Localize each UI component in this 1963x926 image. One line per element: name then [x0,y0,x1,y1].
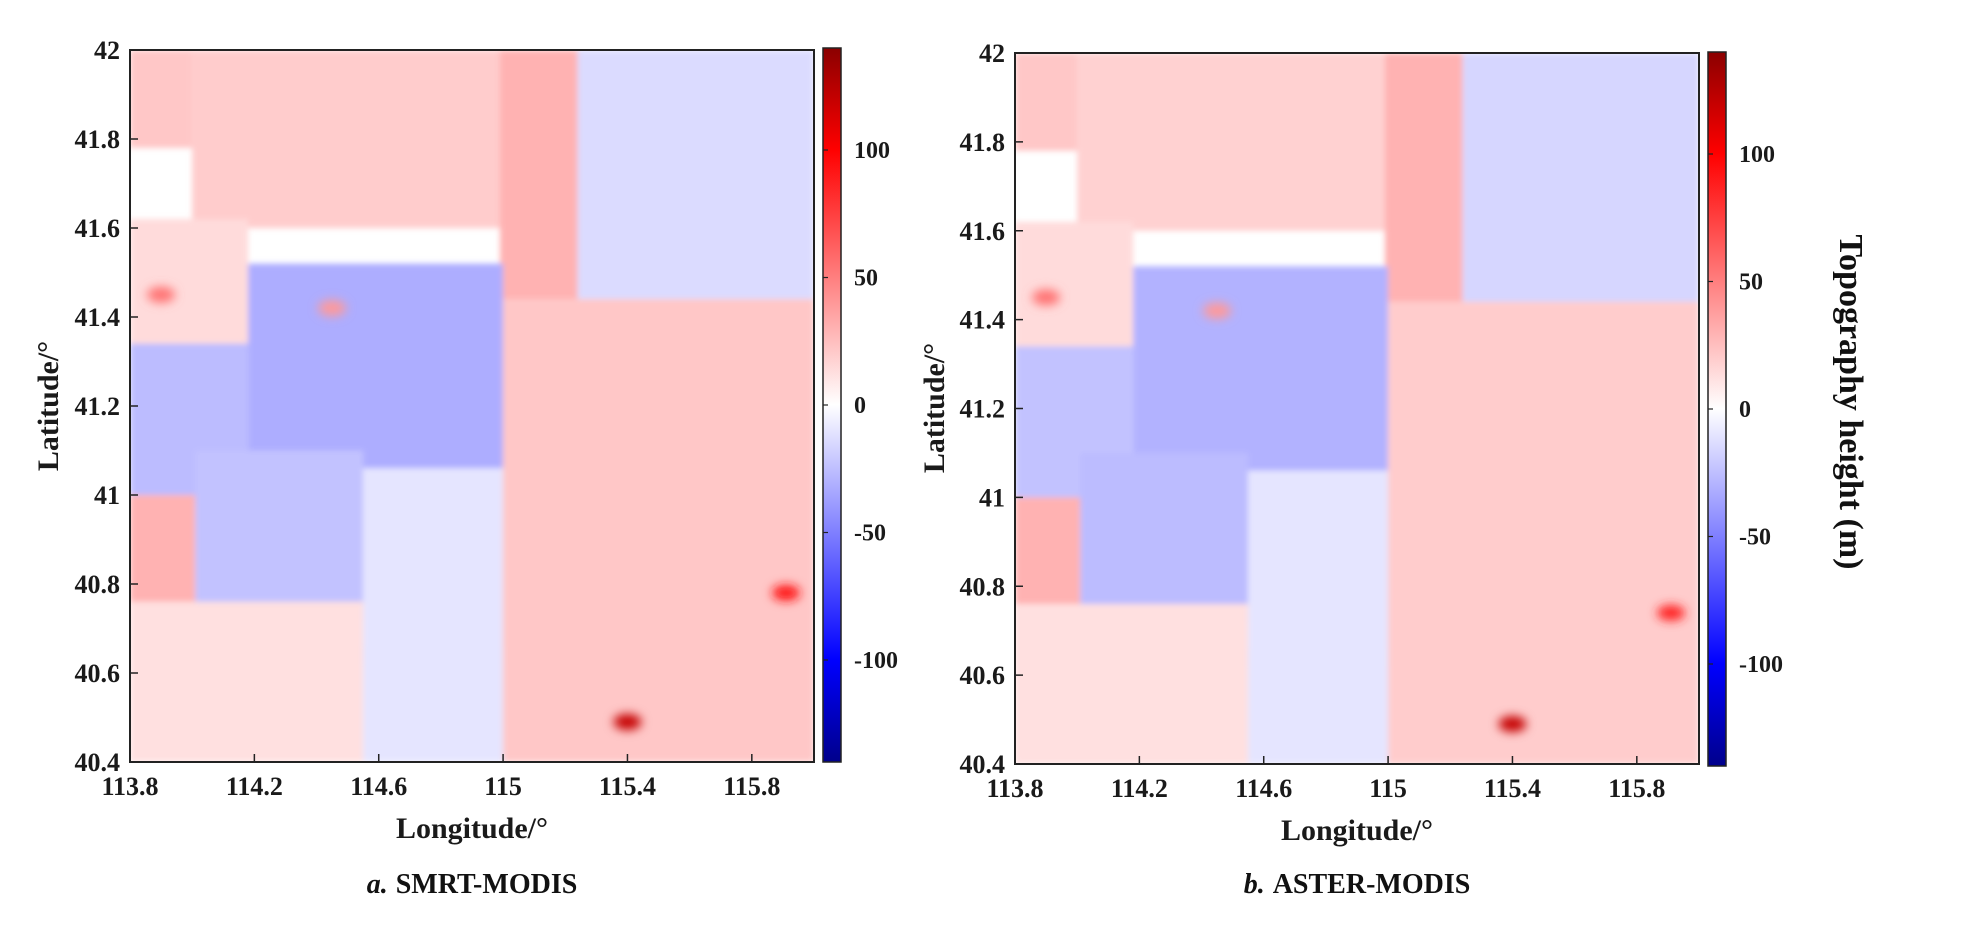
heatmap-region [130,495,195,602]
y-axis-label-b: Latitude/° [918,343,951,473]
heatmap-hotspot [147,287,175,303]
heatmap-region [130,50,192,148]
heatmap-hotspot [772,585,800,601]
colorbar-tick-label: 50 [1739,270,1763,296]
y-tick-label: 41.8 [75,125,121,154]
colorbar-tick-label: -100 [1739,652,1783,678]
heatmap-region [130,219,248,353]
heatmap-region [130,602,363,762]
heatmap-region [195,451,363,620]
y-tick-label: 40.6 [75,659,121,688]
heatmap-region [578,50,814,299]
heatmap-region [363,468,503,664]
heatmap-region [1015,222,1133,355]
colorbar-tick-label: 100 [854,138,890,164]
heatmap-region [1015,497,1080,604]
y-tick-label: 40.8 [960,572,1006,601]
x-tick-label: 114.6 [1235,774,1292,803]
x-tick-label: 115 [484,772,522,801]
colorbar-tick-label: 0 [854,393,866,419]
heatmap-hotspot [1498,716,1526,732]
y-tick-label: 40.4 [75,748,121,777]
colorbar-tick-label: 100 [1739,142,1775,168]
heatmap-region [1385,53,1463,302]
x-tick-label: 115 [1369,774,1407,803]
heatmap-region [248,264,503,469]
y-tick-label: 40.6 [960,661,1006,690]
y-tick-label: 42 [94,36,120,65]
colorbar-tick-label: -50 [854,521,886,547]
heatmap-region [1080,453,1248,622]
y-tick-label: 41.8 [960,128,1006,157]
y-tick-label: 41 [94,481,120,510]
x-tick-label: 114.2 [1111,774,1168,803]
caption-b: b. ASTER-MODIS [1244,869,1471,900]
colorbar-tick-label: -50 [1739,525,1771,551]
x-tick-label: 115.8 [723,772,780,801]
heatmap-hotspot [1203,303,1231,319]
heatmap-region [1077,53,1385,231]
heatmap-region [1015,53,1077,151]
colorbar-tick-label: 50 [854,266,878,292]
x-tick-label: 115.8 [1608,774,1665,803]
y-tick-label: 41.4 [960,306,1006,335]
x-axis-label-b: Longitude/° [1281,814,1433,847]
y-tick-label: 41.2 [960,395,1006,424]
heatmap-region [1133,266,1388,470]
heatmap-region [1463,53,1699,302]
heatmap-region [192,50,500,228]
caption-a: a. SMRT-MODIS [367,869,578,900]
y-tick-label: 40.4 [960,750,1006,779]
x-axis-label-a: Longitude/° [396,812,548,845]
y-axis-label-a: Latitude/° [32,341,65,471]
heatmap-region [1248,648,1388,764]
y-tick-label: 41.4 [75,303,121,332]
y-tick-label: 40.8 [75,570,121,599]
colorbar-tick-label: -100 [854,648,898,674]
y-axis-ticks-a: 42 41.8 41.6 41.4 41.2 41 40.8 40.6 40.4 [75,36,139,777]
heatmap-region [1388,302,1699,764]
y-tick-label: 41.6 [960,217,1006,246]
caption-a-name: SMRT-MODIS [396,869,578,900]
heatmap-a [130,50,814,762]
caption-b-name: ASTER-MODIS [1273,869,1471,900]
heatmap-hotspot [613,714,641,730]
panel-a-smrt-modis: 113.8 114.2 114.6 115 115.4 115.8 4241.841.64… [32,36,898,900]
colorbar-label: Topography height (m) [1832,234,1869,569]
heatmap-region [1248,471,1388,667]
heatmap-region [503,299,814,762]
y-tick-label: 42 [979,39,1005,68]
heatmap-b [1015,53,1699,764]
heatmap-region [363,646,503,762]
heatmap-hotspot [1657,605,1685,621]
x-tick-label: 115.4 [599,772,656,801]
x-tick-label: 114.6 [350,772,407,801]
heatmap-region [1015,604,1248,764]
heatmap-hotspot [1032,289,1060,305]
caption-a-letter: a. [367,869,388,900]
y-tick-label: 41 [979,483,1005,512]
y-tick-label: 41.6 [75,214,121,243]
y-tick-label: 41.2 [75,392,121,421]
panel-b-aster-modis: 113.8 114.2 114.6 115 115.4 115.8 4241.841.64… [918,39,1869,900]
heatmap-hotspot [318,300,346,316]
caption-b-letter: b. [1244,869,1265,900]
heatmap-region [500,50,578,299]
y-axis-ticks-b: 42 41.8 41.6 41.4 41.2 41 40.8 40.6 40.4 [960,39,1024,779]
x-tick-label: 115.4 [1484,774,1541,803]
x-tick-label: 114.2 [226,772,283,801]
colorbar-tick-label: 0 [1739,397,1751,423]
